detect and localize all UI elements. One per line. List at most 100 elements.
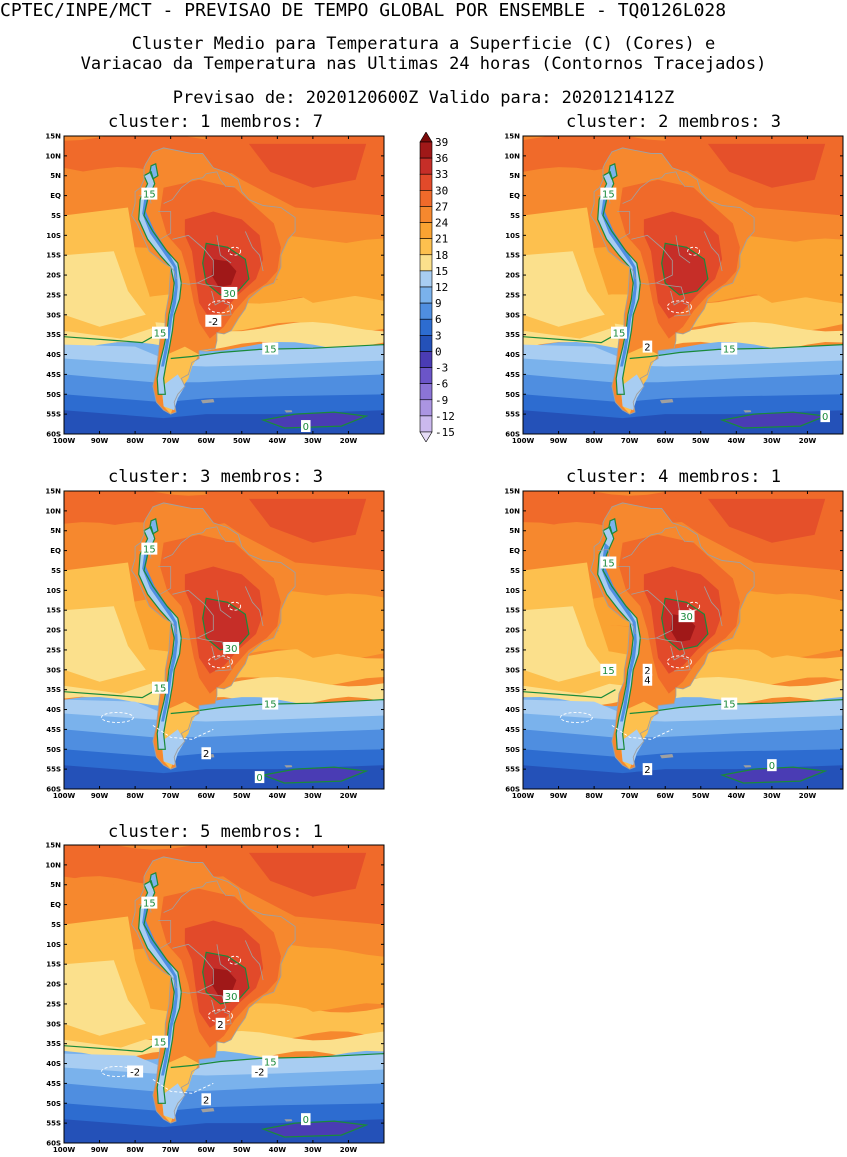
lat-tick-label: 15S (505, 252, 520, 260)
lon-tick-label: 90W (550, 437, 568, 445)
lat-tick-label: 60S (46, 431, 61, 439)
colorbar-label: -12 (435, 410, 455, 423)
lat-tick-label: 15N (45, 488, 61, 496)
lat-tick-label: 50S (505, 746, 520, 754)
colorbar-swatch (419, 157, 433, 175)
contour-label: 15 (264, 1058, 277, 1069)
lat-tick-label: 10S (46, 587, 61, 595)
lon-tick-label: 100W (512, 437, 535, 445)
lat-tick-label: 15N (45, 133, 61, 141)
contour-label: 0 (769, 761, 775, 772)
lat-tick-label: 10S (505, 587, 520, 595)
lat-tick-label: 25S (46, 291, 61, 299)
lat-tick-label: 40S (46, 1060, 61, 1068)
lat-tick-label: 15N (45, 842, 61, 850)
lat-tick-label: 50S (46, 391, 61, 399)
lat-tick-label: 10N (504, 152, 520, 160)
colorbar-label: 12 (435, 281, 448, 294)
contour-label: 2 (203, 749, 209, 760)
cluster-1-map: 15N 10N 5N EQ 5S 10S 15S 20S 25S 30S 35S 40S 45S 50S 5… (36, 133, 388, 448)
lat-tick-label: 55S (505, 766, 520, 774)
contour-label: 0 (256, 773, 262, 784)
contour-label: 15 (723, 700, 736, 711)
temperature-colorbar: 39 36 33 30 27 24 21 18 15 12 9 6 3 0 -3 -6 -9 -12 -15 (418, 131, 466, 443)
lon-tick-label: 70W (621, 792, 639, 800)
contour-label: 2 (644, 343, 650, 354)
lat-tick-label: 10N (45, 861, 61, 869)
lat-tick-label: 50S (505, 391, 520, 399)
lon-tick-label: 80W (585, 792, 603, 800)
cluster-4-map: 15N 10N 5N EQ 5S 10S 15S 20S 25S 30S 35S 40S 45S 50S 5… (495, 488, 847, 803)
cluster-2-title: cluster: 2 membros: 3 (566, 112, 781, 132)
colorbar-swatch (419, 190, 433, 207)
lat-tick-label: EQ (50, 547, 61, 555)
lat-tick-label: 15N (504, 488, 520, 496)
contour-label: 15 (143, 899, 156, 910)
forecast-dates: Previsao de: 2020120600Z Valido para: 20… (172, 88, 675, 108)
colorbar-label: 36 (435, 152, 448, 165)
lat-tick-label: 25S (505, 291, 520, 299)
colorbar-bottom-arrow (419, 431, 433, 443)
lon-tick-label: 60W (197, 792, 215, 800)
lon-tick-label: 70W (162, 1146, 180, 1154)
lat-tick-label: 20S (505, 272, 520, 280)
contour-label: 15 (143, 190, 156, 201)
lat-tick-label: 10S (505, 232, 520, 240)
colorbar-swatch (419, 335, 433, 352)
colorbar-swatch (419, 238, 433, 256)
lat-tick-label: 5S (51, 212, 61, 220)
contour-label: 30 (225, 644, 238, 655)
lat-tick-label: 55S (46, 411, 61, 419)
lat-tick-label: 10N (504, 507, 520, 515)
lon-tick-label: 80W (126, 437, 144, 445)
lon-tick-label: 70W (162, 437, 180, 445)
contour-label: 15 (154, 684, 167, 695)
colorbar-label: -15 (435, 426, 455, 439)
lat-tick-label: 30S (46, 311, 61, 319)
lat-tick-label: 15S (46, 961, 61, 969)
lat-tick-label: 5N (50, 172, 61, 180)
lon-tick-label: 40W (269, 1146, 287, 1154)
lat-tick-label: 55S (46, 766, 61, 774)
contour-label: 15 (602, 190, 615, 201)
lat-tick-label: 45S (505, 726, 520, 734)
colorbar-label: 39 (435, 136, 448, 149)
lat-tick-label: 30S (505, 666, 520, 674)
lat-tick-label: 5S (510, 567, 520, 575)
lon-tick-label: 50W (692, 437, 710, 445)
contour-label: 2 (644, 765, 650, 776)
cluster-4-title: cluster: 4 membros: 1 (566, 467, 781, 487)
lat-tick-label: 10N (45, 152, 61, 160)
colorbar-swatch (419, 302, 433, 320)
lat-tick-label: 5N (509, 172, 520, 180)
contour-label: 2 (217, 1020, 223, 1031)
colorbar-swatch (419, 206, 433, 223)
lon-tick-label: 50W (233, 792, 251, 800)
lon-tick-label: 90W (91, 1146, 109, 1154)
lat-tick-label: 60S (505, 431, 520, 439)
lat-tick-label: 15S (46, 252, 61, 260)
lat-tick-label: 5N (50, 881, 61, 889)
cluster-3-title: cluster: 3 membros: 3 (108, 467, 323, 487)
lon-tick-label: 60W (197, 1146, 215, 1154)
lat-tick-label: 35S (505, 686, 520, 694)
colorbar-label: -6 (435, 378, 448, 391)
colorbar-swatch (419, 254, 433, 272)
lat-tick-label: 15S (46, 607, 61, 615)
lat-tick-label: 15N (504, 133, 520, 141)
lon-tick-label: 30W (304, 792, 322, 800)
contour-label: -2 (208, 317, 218, 328)
contour-label: 30 (223, 289, 236, 300)
contour-label: 15 (264, 345, 277, 356)
cluster-3-map: 15N 10N 5N EQ 5S 10S 15S 20S 25S 30S 35S 40S 45S 50S 5… (36, 488, 388, 803)
lat-tick-label: 30S (46, 666, 61, 674)
lon-tick-label: 50W (233, 1146, 251, 1154)
lat-tick-label: 60S (46, 786, 61, 794)
colorbar-label: -9 (435, 394, 448, 407)
contour-label: -2 (255, 1067, 265, 1078)
colorbar-label: 30 (435, 184, 448, 197)
lon-tick-label: 80W (585, 437, 603, 445)
lat-tick-label: 30S (46, 1020, 61, 1028)
lat-tick-label: 25S (505, 646, 520, 654)
lon-tick-label: 80W (126, 1146, 144, 1154)
